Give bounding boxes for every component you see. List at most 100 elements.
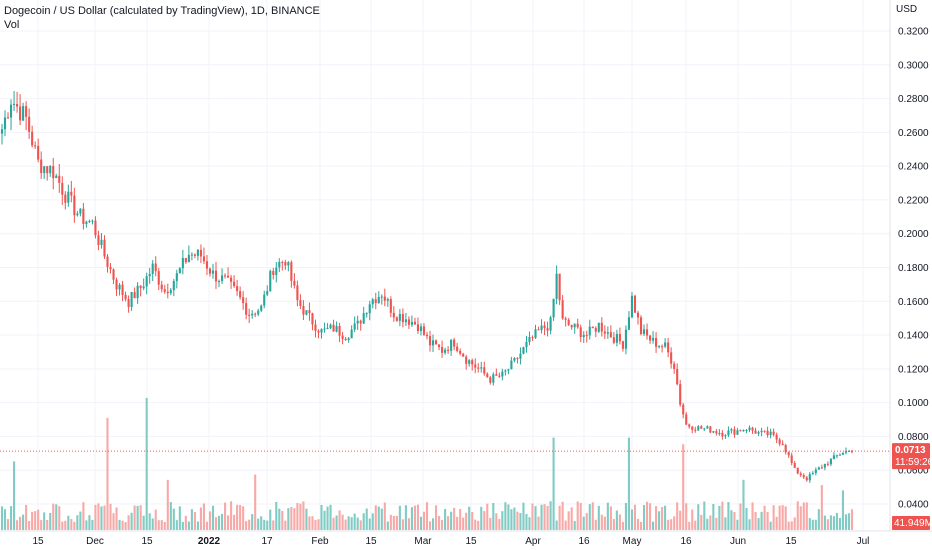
volume-bar xyxy=(329,504,332,530)
candle-body xyxy=(434,340,438,345)
candle-body xyxy=(525,341,528,348)
volume-bar xyxy=(299,503,302,530)
candle-body xyxy=(492,374,495,383)
candle-body xyxy=(163,289,166,292)
volume-bar xyxy=(103,505,106,530)
volume-bar xyxy=(230,501,233,530)
candle-body xyxy=(127,299,130,307)
candle-body xyxy=(820,467,823,469)
candle-body xyxy=(9,104,13,118)
candle-body xyxy=(766,430,769,436)
candle-body xyxy=(145,276,148,287)
candle-body xyxy=(121,284,124,295)
candle-body xyxy=(522,347,525,354)
candle-body xyxy=(658,346,661,348)
candle-body xyxy=(787,452,790,456)
volume-bar xyxy=(772,505,775,530)
candle-body xyxy=(501,371,504,377)
volume-bar xyxy=(456,516,459,530)
candle-body xyxy=(748,427,751,430)
volume-bar xyxy=(453,507,456,530)
candle-body xyxy=(199,249,202,257)
volume-bar xyxy=(802,502,805,530)
volume-bar xyxy=(31,511,34,530)
volume-bar xyxy=(305,508,308,530)
time-tick-label: Mar xyxy=(414,536,432,547)
candle-body xyxy=(682,404,685,415)
candle-body xyxy=(100,239,103,246)
volume-bar xyxy=(718,505,721,530)
candle-body xyxy=(754,430,757,434)
candle-body xyxy=(157,271,160,285)
volume-bar xyxy=(501,511,504,530)
volume-bar xyxy=(407,518,410,530)
volume-bar xyxy=(685,503,688,530)
candle-body xyxy=(486,373,489,378)
volume-bar xyxy=(377,506,380,530)
candle-body xyxy=(305,310,308,315)
candle-body xyxy=(395,317,398,321)
candle-body xyxy=(34,145,37,147)
volume-bar xyxy=(332,517,335,530)
candle-body xyxy=(633,295,637,313)
volume-bar xyxy=(543,504,546,530)
volume-bar xyxy=(769,521,772,530)
volume-bar xyxy=(841,490,845,530)
volume-bar xyxy=(347,516,350,530)
candle-body xyxy=(763,430,766,432)
volume-bar xyxy=(338,510,341,530)
volume-bar xyxy=(621,521,624,530)
candle-body xyxy=(154,263,157,272)
volume-bar xyxy=(362,513,365,530)
candle-body xyxy=(416,324,420,331)
volume-bar xyxy=(317,519,320,530)
volume-bar xyxy=(34,511,37,530)
volume-bar xyxy=(227,515,230,530)
candle-body xyxy=(612,337,615,343)
volume-legend[interactable]: Vol xyxy=(4,19,20,31)
volume-bar xyxy=(239,504,242,530)
candle-body xyxy=(724,435,727,437)
candle-body xyxy=(772,431,775,435)
candle-body xyxy=(775,434,778,440)
volume-bar xyxy=(133,505,136,530)
candle-body xyxy=(404,319,407,323)
volume-bar xyxy=(609,506,612,530)
price-axis[interactable]: 0.3200 0.3000 0.2800 0.2600 0.2400 0.2200 0.20… xyxy=(898,27,929,511)
candle-body xyxy=(0,129,4,134)
volume-bar xyxy=(721,501,724,530)
candle-body xyxy=(389,299,392,313)
candle-body xyxy=(642,329,646,335)
volume-bar xyxy=(311,516,314,530)
volume-bar xyxy=(344,519,347,530)
candle-body xyxy=(844,451,848,453)
volume-bar xyxy=(468,506,471,530)
candle-body xyxy=(549,317,552,331)
volume-bar xyxy=(148,513,151,530)
candle-body xyxy=(760,430,763,433)
candle-body xyxy=(245,303,248,315)
time-axis[interactable]: 15 Dec 15 2022 17 Feb 15 Mar 15 Apr 16 May 16 Jun 15 Ju… xyxy=(32,536,869,547)
volume-bar xyxy=(293,508,296,530)
candle-body xyxy=(603,331,606,334)
candle-body xyxy=(480,367,483,369)
candle-body xyxy=(76,213,79,216)
candle-body xyxy=(85,221,88,224)
volume-bar xyxy=(184,515,187,530)
volume-bar xyxy=(489,517,492,530)
candle-body xyxy=(757,432,760,434)
candle-body xyxy=(392,312,395,318)
volume-bar xyxy=(356,517,359,530)
symbol-title[interactable]: Dogecoin / US Dollar (calculated by Trad… xyxy=(4,5,320,17)
candle-body xyxy=(109,266,112,270)
volume-bar xyxy=(480,506,483,530)
volume-bar xyxy=(492,502,495,530)
svg-text:11:59:26: 11:59:26 xyxy=(895,457,932,468)
candle-body xyxy=(386,299,389,301)
volume-bar xyxy=(220,513,224,530)
volume-bar xyxy=(202,503,206,530)
volume-bar xyxy=(61,521,64,530)
volume-bar xyxy=(353,513,356,530)
volume-bar xyxy=(28,520,31,530)
